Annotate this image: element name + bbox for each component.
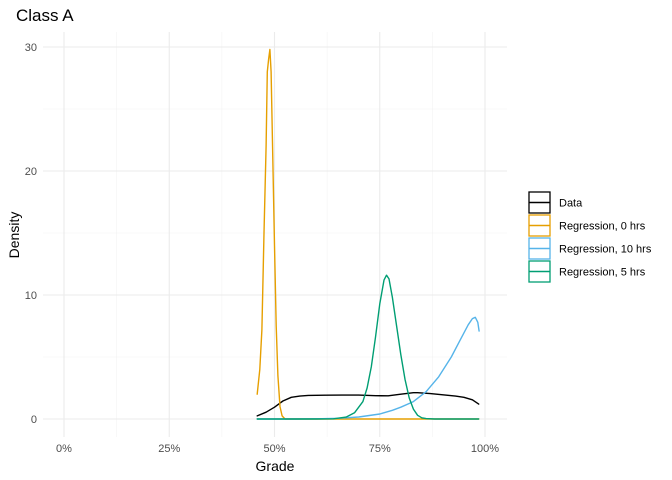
legend-item-regression-5-hrs: Regression, 5 hrs bbox=[528, 260, 646, 283]
x-tick-label: 50% bbox=[263, 443, 285, 455]
plot-grid bbox=[43, 32, 507, 437]
legend: Data Regression, 0 hrs Regression, 10 hrs R… bbox=[528, 191, 652, 283]
x-tick-label: 25% bbox=[158, 443, 180, 455]
legend-label: Regression, 10 hrs bbox=[559, 244, 652, 256]
x-tick-label: 0% bbox=[56, 443, 72, 455]
x-tick-label: 100% bbox=[471, 443, 499, 455]
y-tick-label: 0 bbox=[31, 414, 37, 426]
series-line-regression-5-hrs bbox=[256, 274, 480, 420]
x-axis-title: Grade bbox=[256, 458, 295, 474]
y-tick-label: 20 bbox=[25, 166, 37, 178]
series-line-data bbox=[256, 392, 480, 417]
legend-label: Regression, 5 hrs bbox=[559, 267, 646, 279]
y-tick-labels: 0 10 20 30 bbox=[25, 42, 37, 426]
series-line-regression-10-hrs bbox=[256, 316, 480, 420]
x-tick-labels: 0% 25% 50% 75% 100% bbox=[56, 443, 499, 455]
series-line-regression-0-hrs bbox=[256, 48, 480, 420]
legend-label: Regression, 0 hrs bbox=[559, 221, 646, 233]
y-axis-title: Density bbox=[6, 212, 22, 259]
legend-item-data: Data bbox=[528, 191, 583, 214]
y-tick-label: 30 bbox=[25, 42, 37, 54]
legend-item-regression-0-hrs: Regression, 0 hrs bbox=[528, 214, 646, 237]
legend-label: Data bbox=[559, 198, 583, 210]
chart-title: Class A bbox=[16, 6, 74, 25]
y-tick-label: 10 bbox=[25, 290, 37, 302]
legend-item-regression-10-hrs: Regression, 10 hrs bbox=[528, 237, 652, 260]
x-tick-label: 75% bbox=[369, 443, 391, 455]
series-lines bbox=[256, 48, 480, 420]
